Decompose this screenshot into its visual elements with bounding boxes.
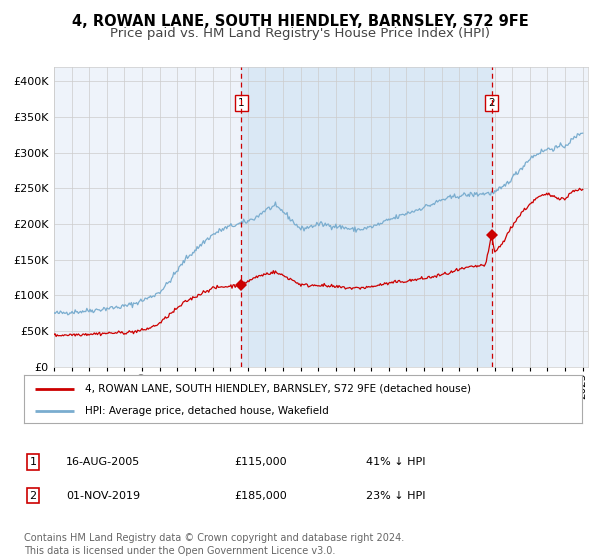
Text: HPI: Average price, detached house, Wakefield: HPI: Average price, detached house, Wake…: [85, 407, 329, 417]
Text: 16-AUG-2005: 16-AUG-2005: [66, 457, 140, 467]
Text: 4, ROWAN LANE, SOUTH HIENDLEY, BARNSLEY, S72 9FE (detached house): 4, ROWAN LANE, SOUTH HIENDLEY, BARNSLEY,…: [85, 384, 472, 394]
Text: 41% ↓ HPI: 41% ↓ HPI: [366, 457, 425, 467]
Text: Price paid vs. HM Land Registry's House Price Index (HPI): Price paid vs. HM Land Registry's House …: [110, 27, 490, 40]
Text: 1: 1: [29, 457, 37, 467]
Bar: [241, 67, 491, 367]
Text: 23% ↓ HPI: 23% ↓ HPI: [366, 491, 425, 501]
Text: 4, ROWAN LANE, SOUTH HIENDLEY, BARNSLEY, S72 9FE: 4, ROWAN LANE, SOUTH HIENDLEY, BARNSLEY,…: [71, 14, 529, 29]
Text: £115,000: £115,000: [234, 457, 287, 467]
Text: £185,000: £185,000: [234, 491, 287, 501]
Text: 2: 2: [488, 98, 495, 108]
Text: Contains HM Land Registry data © Crown copyright and database right 2024.
This d: Contains HM Land Registry data © Crown c…: [24, 533, 404, 556]
Text: 1: 1: [238, 98, 245, 108]
Text: 2: 2: [29, 491, 37, 501]
Text: 01-NOV-2019: 01-NOV-2019: [66, 491, 140, 501]
